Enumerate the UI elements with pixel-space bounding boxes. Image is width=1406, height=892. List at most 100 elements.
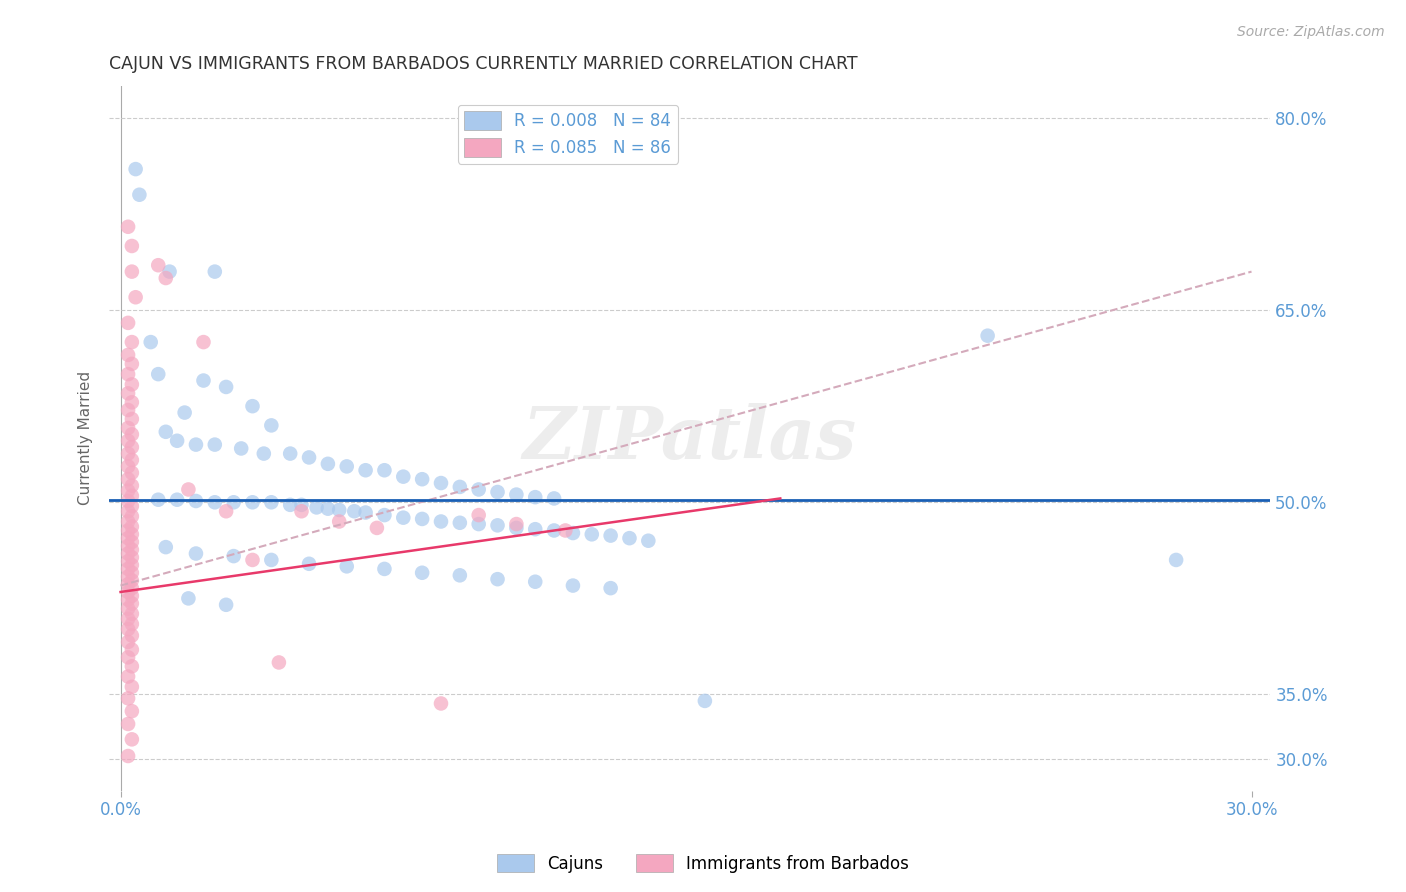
Y-axis label: Currently Married: Currently Married <box>79 371 93 505</box>
Point <box>139 335 162 350</box>
Point <box>121 581 143 595</box>
Point <box>121 499 143 513</box>
Point <box>117 669 139 683</box>
Point <box>117 386 139 401</box>
Point <box>117 635 139 649</box>
Point <box>215 504 238 518</box>
Point <box>260 418 283 433</box>
Point <box>637 533 659 548</box>
Point <box>117 650 139 665</box>
Point <box>449 480 471 494</box>
Point <box>121 466 143 480</box>
Point <box>117 539 139 553</box>
Point <box>121 704 143 718</box>
Point <box>581 527 603 541</box>
Point <box>260 495 283 509</box>
Text: Source: ZipAtlas.com: Source: ZipAtlas.com <box>1237 25 1385 39</box>
Point <box>231 442 253 456</box>
Point <box>117 749 139 764</box>
Point <box>117 472 139 486</box>
Point <box>336 459 359 474</box>
Point <box>117 219 139 234</box>
Point <box>117 447 139 461</box>
Point <box>543 524 565 538</box>
Point <box>121 440 143 454</box>
Point <box>148 367 170 381</box>
Point <box>148 258 170 272</box>
Point <box>222 549 245 563</box>
Point <box>177 483 200 497</box>
Point <box>316 501 339 516</box>
Point <box>121 558 143 572</box>
Point <box>467 508 489 522</box>
Point <box>121 377 143 392</box>
Point <box>184 437 207 451</box>
Text: CAJUN VS IMMIGRANTS FROM BARBADOS CURRENTLY MARRIED CORRELATION CHART: CAJUN VS IMMIGRANTS FROM BARBADOS CURREN… <box>110 55 858 73</box>
Point <box>117 459 139 474</box>
Point <box>121 617 143 632</box>
Point <box>290 504 312 518</box>
Point <box>173 406 195 420</box>
Point <box>121 589 143 603</box>
Point <box>121 395 143 409</box>
Point <box>117 367 139 381</box>
Point <box>486 572 509 586</box>
Point <box>449 568 471 582</box>
Point <box>328 503 350 517</box>
Point <box>117 622 139 636</box>
Point <box>486 485 509 500</box>
Point <box>155 271 177 285</box>
Point <box>155 425 177 439</box>
Point <box>121 642 143 657</box>
Point <box>184 494 207 508</box>
Point <box>117 494 139 508</box>
Point <box>354 506 377 520</box>
Point <box>242 495 264 509</box>
Point <box>184 547 207 561</box>
Point <box>693 694 716 708</box>
Point <box>128 187 150 202</box>
Point <box>121 680 143 694</box>
Point <box>117 515 139 529</box>
Point <box>117 483 139 498</box>
Point <box>155 540 177 554</box>
Point <box>117 504 139 518</box>
Point <box>121 607 143 621</box>
Point <box>486 518 509 533</box>
Legend: Cajuns, Immigrants from Barbados: Cajuns, Immigrants from Barbados <box>491 847 915 880</box>
Point <box>411 512 433 526</box>
Point <box>124 290 146 304</box>
Point <box>121 519 143 533</box>
Point <box>117 691 139 706</box>
Point <box>505 521 527 535</box>
Point <box>278 498 301 512</box>
Point <box>354 463 377 477</box>
Point <box>117 612 139 626</box>
Point <box>298 557 321 571</box>
Point <box>467 483 489 497</box>
Point <box>373 562 395 576</box>
Point <box>117 577 139 591</box>
Point <box>117 524 139 538</box>
Point <box>148 492 170 507</box>
Point <box>121 732 143 747</box>
Point <box>117 348 139 362</box>
Point <box>430 476 453 491</box>
Point <box>117 569 139 583</box>
Point <box>242 553 264 567</box>
Point <box>117 434 139 448</box>
Point <box>117 403 139 417</box>
Point <box>619 531 641 545</box>
Point <box>505 487 527 501</box>
Point <box>117 547 139 561</box>
Point <box>121 659 143 673</box>
Point <box>121 628 143 642</box>
Point <box>298 450 321 465</box>
Point <box>121 239 143 253</box>
Point <box>177 591 200 606</box>
Point <box>117 562 139 576</box>
Point <box>554 524 576 538</box>
Point <box>316 457 339 471</box>
Point <box>117 554 139 568</box>
Point <box>121 527 143 541</box>
